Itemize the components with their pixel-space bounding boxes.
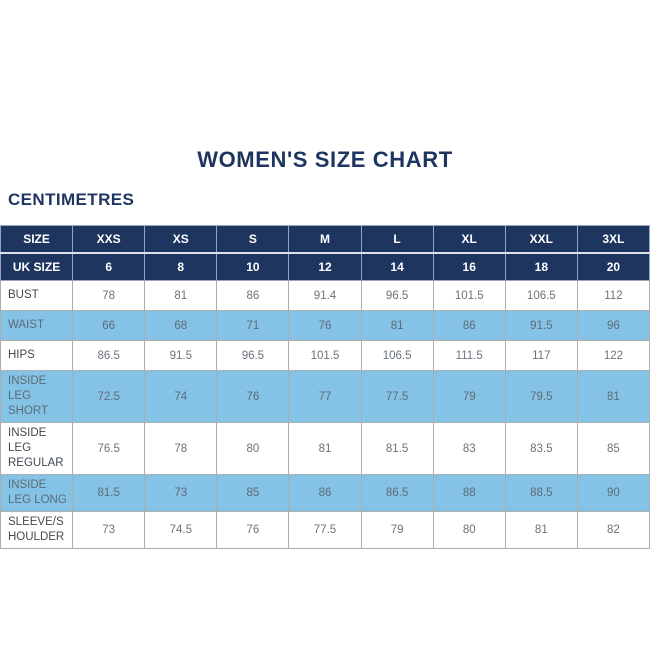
cell-value: 79.5: [504, 370, 578, 423]
cell-value: 81: [504, 511, 578, 549]
table-row: INSIDE LEG LONG 81.5 73 85 86 86.5 88 88.5 90: [0, 474, 650, 512]
cell-value: 96: [576, 310, 650, 341]
table-header: SIZE XXS XS S M L XL XXL 3XL UK SIZE 6 8 10 12 14 16 18 2…: [0, 225, 650, 281]
cell-value: 78: [72, 280, 146, 311]
cell-value: 96.5: [216, 340, 290, 371]
unit-label: CENTIMETRES: [8, 190, 135, 209]
header-cell: XXS: [72, 225, 146, 254]
cell-value: 90: [576, 474, 650, 512]
cell-value: 112: [576, 280, 650, 311]
header-cell: L: [360, 225, 434, 254]
cell-value: 81.5: [72, 474, 146, 512]
cell-value: 77.5: [288, 511, 362, 549]
cell-value: 122: [576, 340, 650, 371]
cell-value: 81: [144, 280, 218, 311]
cell-value: 88.5: [504, 474, 578, 512]
cell-value: 74.5: [144, 511, 218, 549]
row-label: INSIDE LEG REGULAR: [0, 422, 74, 475]
header-cell: 18: [504, 252, 578, 281]
cell-value: 77.5: [360, 370, 434, 423]
row-label: INSIDE LEG LONG: [0, 474, 74, 512]
cell-value: 101.5: [288, 340, 362, 371]
cell-value: 86: [216, 280, 290, 311]
table-row: INSIDE LEG REGULAR 76.5 78 80 81 81.5 83 83.5 85: [0, 422, 650, 475]
cell-value: 68: [144, 310, 218, 341]
cell-value: 77: [288, 370, 362, 423]
cell-value: 81: [576, 370, 650, 423]
row-label: BUST: [0, 280, 74, 311]
table-row: BUST 78 81 86 91.4 96.5 101.5 106.5 112: [0, 280, 650, 311]
cell-value: 71: [216, 310, 290, 341]
cell-value: 83: [432, 422, 506, 475]
header-cell: 10: [216, 252, 290, 281]
table-row: WAIST 66 68 71 76 81 86 91.5 96: [0, 310, 650, 341]
cell-value: 80: [432, 511, 506, 549]
header-cell: XS: [144, 225, 218, 254]
cell-value: 66: [72, 310, 146, 341]
cell-value: 80: [216, 422, 290, 475]
cell-value: 111.5: [432, 340, 506, 371]
cell-value: 73: [72, 511, 146, 549]
header-cell: 3XL: [576, 225, 650, 254]
cell-value: 79: [360, 511, 434, 549]
header-cell: 8: [144, 252, 218, 281]
cell-value: 76.5: [72, 422, 146, 475]
cell-value: 86.5: [72, 340, 146, 371]
size-chart-table: SIZE XXS XS S M L XL XXL 3XL UK SIZE 6 8 10 12 14 16 18 2…: [0, 225, 650, 549]
cell-value: 76: [216, 511, 290, 549]
cell-value: 91.5: [144, 340, 218, 371]
cell-value: 88: [432, 474, 506, 512]
cell-value: 86: [288, 474, 362, 512]
cell-value: 81: [288, 422, 362, 475]
row-label: WAIST: [0, 310, 74, 341]
row-label: INSIDE LEG SHORT: [0, 370, 74, 423]
cell-value: 83.5: [504, 422, 578, 475]
header-row: SIZE XXS XS S M L XL XXL 3XL: [0, 225, 650, 254]
header-cell: 12: [288, 252, 362, 281]
table-row: SLEEVE/SHOULDER 73 74.5 76 77.5 79 80 81 82: [0, 511, 650, 549]
header-cell: 6: [72, 252, 146, 281]
header-row: UK SIZE 6 8 10 12 14 16 18 20: [0, 252, 650, 281]
cell-value: 81.5: [360, 422, 434, 475]
header-cell: 16: [432, 252, 506, 281]
cell-value: 106.5: [504, 280, 578, 311]
cell-value: 117: [504, 340, 578, 371]
header-cell: 20: [576, 252, 650, 281]
cell-value: 96.5: [360, 280, 434, 311]
header-cell: 14: [360, 252, 434, 281]
cell-value: 85: [576, 422, 650, 475]
cell-value: 79: [432, 370, 506, 423]
cell-value: 82: [576, 511, 650, 549]
cell-value: 91.5: [504, 310, 578, 341]
cell-value: 85: [216, 474, 290, 512]
header-cell: XXL: [504, 225, 578, 254]
cell-value: 73: [144, 474, 218, 512]
cell-value: 72.5: [72, 370, 146, 423]
cell-value: 74: [144, 370, 218, 423]
table-body: BUST 78 81 86 91.4 96.5 101.5 106.5 112 WAIST 66 68…: [0, 280, 650, 549]
cell-value: 86.5: [360, 474, 434, 512]
header-cell: M: [288, 225, 362, 254]
row-label: HIPS: [0, 340, 74, 371]
cell-value: 101.5: [432, 280, 506, 311]
cell-value: 106.5: [360, 340, 434, 371]
cell-value: 76: [216, 370, 290, 423]
cell-value: 78: [144, 422, 218, 475]
header-row-label: SIZE: [0, 225, 74, 254]
cell-value: 81: [360, 310, 434, 341]
header-cell: S: [216, 225, 290, 254]
page-title: WOMEN'S SIZE CHART: [197, 147, 453, 172]
table-row: INSIDE LEG SHORT 72.5 74 76 77 77.5 79 79.5 81: [0, 370, 650, 423]
cell-value: 91.4: [288, 280, 362, 311]
cell-value: 76: [288, 310, 362, 341]
cell-value: 86: [432, 310, 506, 341]
header-cell: XL: [432, 225, 506, 254]
row-label: SLEEVE/SHOULDER: [0, 511, 74, 549]
header-row-label: UK SIZE: [0, 252, 74, 281]
table-row: HIPS 86.5 91.5 96.5 101.5 106.5 111.5 117 122: [0, 340, 650, 371]
